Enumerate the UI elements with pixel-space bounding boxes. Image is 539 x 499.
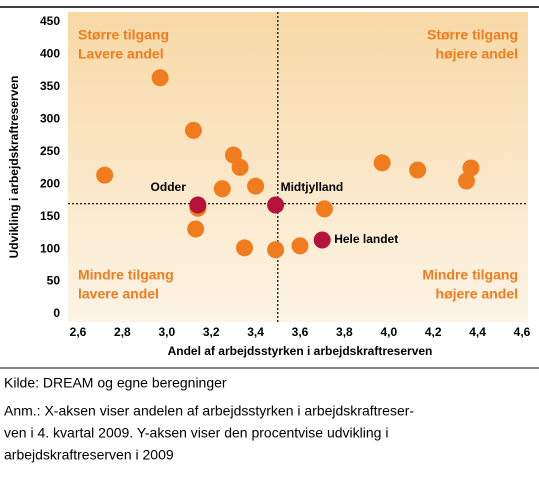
y-tick-label: 350 [40,79,60,93]
plot-background [68,12,528,322]
y-tick-label: 50 [47,274,61,288]
quadrant-label: højere andel [436,46,518,62]
quadrant-label: Større tilgang [78,27,169,43]
y-tick-label: 250 [40,144,60,158]
x-tick-label: 3,4 [247,325,264,339]
y-tick-label: 400 [40,47,60,61]
note-line: ven i 4. kvartal 2009. Y-aksen viser den… [4,425,388,441]
point [267,196,285,214]
y-tick-label: 0 [53,306,60,320]
source: Kilde: DREAM og egne beregninger [4,375,227,391]
x-tick-label: 3,6 [292,325,309,339]
y-tick-label: 200 [40,176,60,190]
point [231,158,249,176]
x-tick-label: 3,2 [203,325,220,339]
point [236,239,253,257]
point [187,220,205,238]
point [151,69,169,87]
point [96,166,114,184]
point [184,121,202,139]
x-tick-label: 2,6 [70,325,87,339]
point [291,237,309,255]
quadrant-label: Lavere andel [78,46,164,62]
point [267,241,285,259]
x-tick-label: 3,0 [158,325,175,339]
note-line: arbejdskraftreserven i 2009 [4,447,174,463]
y-tick-label: 300 [40,112,60,126]
x-axis-label: Andel af arbejdsstyrken i arbejdskraftre… [168,344,433,358]
quadrant-label: Større tilgang [427,27,518,43]
point [409,161,427,179]
note-line: Anm.: X-aksen viser andelen af arbejdsst… [4,403,414,419]
quadrant-label: lavere andel [78,286,159,302]
quadrant-label: Mindre tilgang [78,267,174,283]
point [462,159,480,177]
x-tick-label: 4,4 [469,325,486,339]
x-tick-label: 2,8 [114,325,131,339]
point [315,200,333,218]
point [213,180,231,198]
point [189,196,207,214]
y-tick-label: 150 [40,209,60,223]
y-tick-label: 450 [40,14,60,28]
x-tick-label: 4,2 [425,325,442,339]
quadrant-label: Mindre tilgang [422,267,518,283]
point [458,172,475,190]
x-tick-label: 4,6 [514,325,531,339]
point [247,177,265,195]
quadrant-label: højere andel [436,286,518,302]
point-label: Odder [151,180,187,194]
point [373,154,391,172]
y-axis-label: Udvikling i arbejdskraftreserven [7,76,21,259]
point-label: Hele landet [334,232,398,246]
x-tick-label: 4,0 [380,325,397,339]
point-label: Midtjylland [281,180,344,194]
y-tick-label: 100 [40,241,60,255]
point [313,231,331,249]
x-tick-label: 3,8 [336,325,353,339]
